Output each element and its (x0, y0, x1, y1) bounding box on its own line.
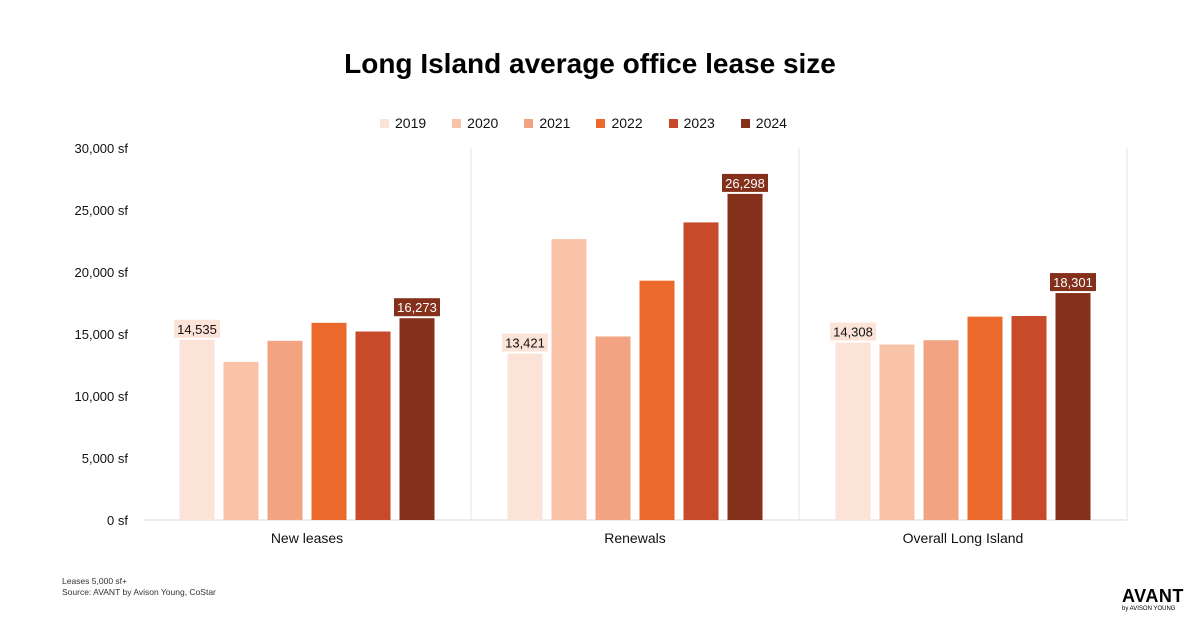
data-label: 26,298 (725, 176, 765, 191)
y-tick-label: 30,000 sf (75, 141, 129, 156)
bar-2023-renewals (683, 222, 719, 520)
bar-2020-renewals (551, 239, 587, 520)
y-tick-label: 0 sf (107, 513, 128, 528)
legend-swatch (452, 118, 462, 128)
bar-2022-new-leases (311, 322, 347, 520)
avant-logo: AVANT by AVISON YOUNG (1122, 587, 1184, 613)
bar-2021-overall-long-island (923, 340, 959, 520)
bar-2024-overall-long-island (1055, 293, 1091, 520)
data-label-background (1050, 273, 1096, 292)
bar-2024-new-leases (399, 318, 435, 520)
legend-swatch (596, 118, 606, 128)
x-category-label: Renewals (604, 530, 665, 546)
bar-2021-renewals (595, 336, 631, 520)
legend-item-2024: 2024 (740, 115, 787, 131)
data-label-background (502, 333, 548, 352)
legend-item-2020: 2020 (452, 115, 498, 131)
bar-2020-overall-long-island (879, 344, 915, 520)
bar-2021-new-leases (267, 340, 303, 520)
bar-2019-overall-long-island (835, 342, 871, 520)
logo-wordmark: AVANT (1122, 586, 1184, 606)
legend-item-2021: 2021 (524, 115, 570, 131)
footnote-criteria: Leases 5,000 sf+ (62, 576, 127, 586)
legend-swatch (524, 118, 534, 128)
bar-2020-new-leases (223, 361, 259, 520)
legend-item-2019: 2019 (380, 115, 426, 131)
legend-item-2023: 2023 (668, 115, 715, 131)
legend-swatch (740, 118, 750, 128)
bar-2024-renewals (727, 193, 763, 521)
chart-legend: 2019 2020 2021 2022 2023 2024 (380, 115, 787, 131)
data-label: 16,273 (397, 300, 437, 315)
bar-2023-new-leases (355, 331, 391, 520)
data-label: 18,301 (1053, 275, 1093, 290)
legend-label: 2022 (611, 115, 643, 131)
y-tick-label: 5,000 sf (82, 451, 129, 466)
bar-2023-overall-long-island (1011, 316, 1047, 520)
legend-label: 2020 (467, 115, 499, 131)
y-tick-label: 20,000 sf (75, 265, 129, 280)
bar-2022-overall-long-island (967, 316, 1003, 520)
data-label: 14,535 (177, 322, 217, 337)
x-category-label: Overall Long Island (903, 530, 1024, 546)
legend-swatch (668, 118, 678, 128)
legend-label: 2021 (539, 115, 571, 131)
logo-subtitle: by AVISON YOUNG (1122, 606, 1176, 612)
legend-label: 2019 (395, 115, 427, 131)
data-label-background (174, 319, 220, 338)
bar-2019-new-leases (179, 339, 215, 520)
legend-label: 2024 (755, 115, 787, 131)
data-label: 13,421 (505, 336, 545, 351)
legend-label: 2023 (683, 115, 715, 131)
data-label: 14,308 (833, 325, 873, 340)
footnote: Leases 5,000 sf+ Source: AVANT by Avison… (62, 576, 216, 598)
bar-2019-renewals (507, 353, 543, 520)
data-label-background (722, 173, 768, 192)
data-label-background (394, 298, 440, 317)
y-tick-label: 10,000 sf (75, 389, 129, 404)
chart-title: Long Island average office lease size (344, 48, 836, 79)
bar-2022-renewals (639, 280, 675, 520)
data-label-background (830, 322, 876, 341)
y-tick-label: 25,000 sf (75, 203, 129, 218)
y-tick-label: 15,000 sf (75, 327, 129, 342)
legend-swatch (380, 118, 389, 128)
legend-item-2022: 2022 (596, 115, 643, 131)
footnote-source: Source: AVANT by Avison Young, CoStar (62, 587, 216, 597)
x-category-label: New leases (271, 530, 343, 546)
